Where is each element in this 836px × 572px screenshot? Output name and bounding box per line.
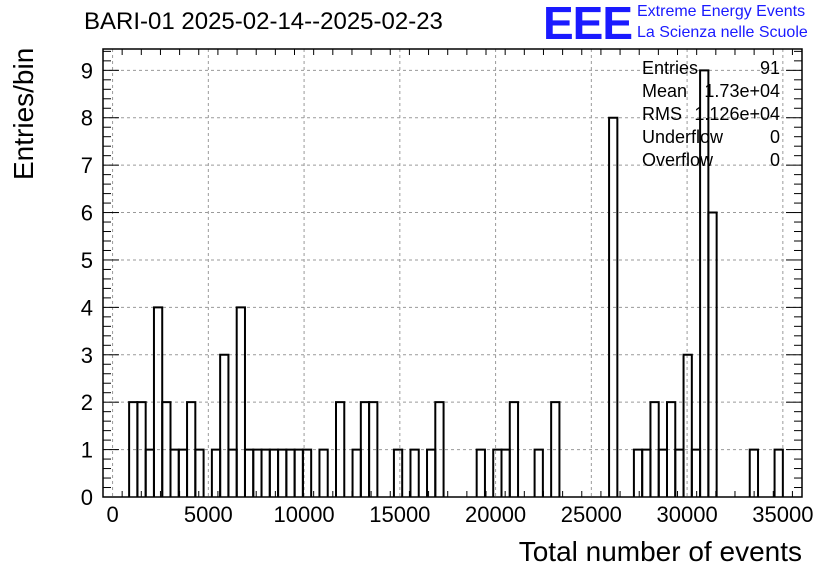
histogram-bin — [318, 448, 329, 497]
histogram-bin — [301, 448, 313, 497]
x-tick-label: 35000 — [752, 502, 813, 527]
histogram-bin — [351, 448, 362, 497]
axis-ticks — [102, 49, 802, 498]
histogram-bin — [533, 448, 544, 497]
stats-box: Entries 91 Mean 1.73e+04 RMS 1.126e+04 U… — [642, 58, 780, 173]
y-tick-label: 1 — [81, 438, 93, 463]
plot-frame — [102, 48, 803, 498]
histogram-bin — [268, 448, 280, 497]
y-tick-label: 2 — [81, 390, 93, 415]
histogram-bin — [144, 448, 155, 497]
stat-rms: RMS 1.126e+04 — [642, 104, 780, 127]
histogram-bin — [227, 448, 238, 497]
histogram-bin — [243, 448, 255, 497]
tick-labels: 0 5000 10000 15000 20000 25000 30000 35000 0 1 2 3 4… — [81, 58, 814, 527]
histogram-bin — [682, 353, 693, 497]
histogram-bin — [235, 306, 246, 497]
histogram-bin — [285, 448, 296, 497]
stat-underflow-value: 0 — [769, 127, 780, 147]
histogram-bin — [293, 448, 304, 497]
histogram-bin — [508, 401, 520, 497]
stat-rms-label: RMS — [642, 104, 682, 124]
stat-overflow-label: Overflow — [642, 150, 714, 170]
histogram-bin — [641, 448, 652, 497]
histogram-bin — [674, 448, 685, 497]
stat-overflow-value: 0 — [769, 150, 780, 170]
histogram-bars — [128, 69, 784, 497]
y-tick-label: 6 — [81, 201, 93, 226]
y-tick-label: 0 — [81, 485, 93, 510]
histogram-bin — [219, 353, 230, 497]
x-axis-label: Total number of events — [518, 536, 802, 567]
stat-overflow: Overflow 0 — [642, 150, 780, 173]
histogram-bin — [368, 401, 379, 497]
y-tick-label: 5 — [81, 248, 93, 273]
histogram-bin — [707, 211, 718, 497]
histogram-bin — [773, 448, 784, 497]
histogram-bin — [194, 448, 205, 497]
x-tick-label: 20000 — [465, 502, 526, 527]
histogram-bin — [657, 448, 668, 497]
y-tick-label: 8 — [81, 106, 93, 131]
chart-title: BARI-01 2025-02-14--2025-02-23 — [84, 8, 443, 35]
histogram-bin — [277, 448, 288, 497]
y-tick-label: 4 — [81, 295, 93, 320]
stat-mean: Mean 1.73e+04 — [642, 81, 780, 104]
histogram-bin — [335, 401, 346, 497]
histogram-bin — [748, 448, 760, 497]
stat-mean-value: 1.73e+04 — [704, 81, 780, 101]
stat-underflow: Underflow 0 — [642, 127, 780, 150]
stat-mean-label: Mean — [642, 81, 688, 101]
histogram-bin — [550, 401, 561, 497]
x-tick-label: 5000 — [184, 502, 233, 527]
histogram-bin — [608, 116, 619, 497]
y-tick-label: 9 — [81, 58, 93, 83]
histogram-bin — [500, 448, 511, 497]
histogram-bin — [392, 448, 404, 497]
y-axis-label: Entries/bin — [8, 47, 39, 180]
x-tick-label: 25000 — [561, 502, 622, 527]
histogram-bin — [177, 448, 189, 497]
x-tick-label: 30000 — [657, 502, 718, 527]
histogram-bin — [210, 448, 222, 497]
logo-text-line2: La Scienza nelle Scuole — [637, 24, 808, 41]
y-tick-label: 3 — [81, 343, 93, 368]
eee-logo-icon: EEE — [543, 0, 633, 49]
histogram-bin — [632, 448, 644, 497]
histogram-bin — [434, 401, 445, 497]
histogram-bin — [475, 448, 486, 497]
histogram-bin — [492, 448, 503, 497]
stat-underflow-label: Underflow — [642, 127, 724, 147]
stat-entries-value: 91 — [759, 58, 780, 78]
y-tick-label: 7 — [81, 153, 93, 178]
stat-entries: Entries 91 — [642, 58, 780, 81]
histogram-bin — [252, 448, 263, 497]
stat-rms-value: 1.126e+04 — [694, 104, 780, 124]
x-tick-label: 10000 — [273, 502, 334, 527]
histogram-bin — [409, 448, 420, 497]
histogram-bin — [426, 448, 437, 497]
stat-entries-label: Entries — [642, 58, 699, 78]
histogram-bin — [169, 448, 180, 497]
plot-border — [102, 48, 803, 498]
x-tick-label: 15000 — [369, 502, 430, 527]
histogram-bin — [260, 448, 271, 497]
logo-text-line1: Extreme Energy Events — [637, 3, 806, 20]
histogram-bin — [690, 448, 702, 497]
x-tick-label: 0 — [106, 502, 118, 527]
